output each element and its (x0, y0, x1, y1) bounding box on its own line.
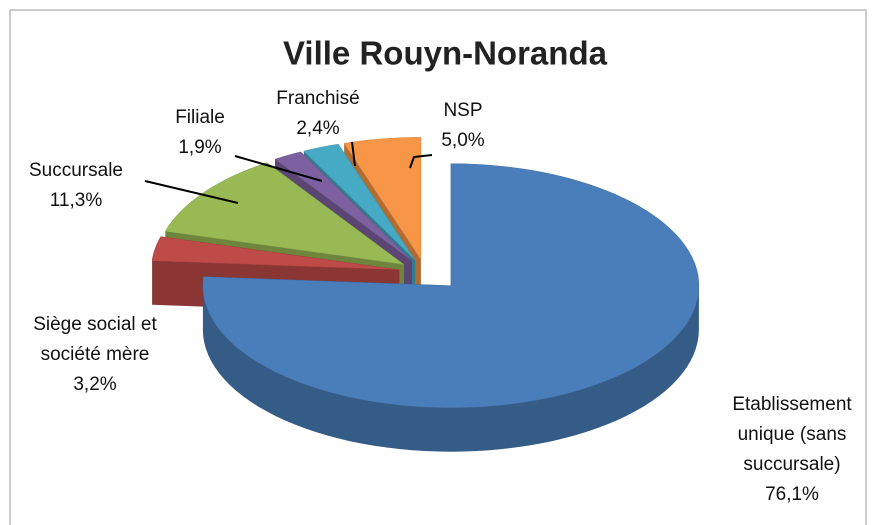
value-label: 2,4% (296, 118, 340, 139)
slice-label: Etablissement unique (sans succursale) 76… (707, 390, 876, 510)
value-label: 76,1% (765, 484, 819, 505)
slice (202, 163, 700, 408)
slice (274, 151, 413, 262)
category-label: Franchisé (276, 88, 360, 109)
category-label: Siège social et société mère (33, 314, 157, 365)
slice-side (202, 285, 699, 452)
leader-line (409, 154, 433, 169)
leader-line (144, 180, 239, 204)
category-label: Filiale (175, 107, 225, 128)
value-label: 1,9% (178, 137, 222, 158)
slice (164, 162, 405, 265)
value-label: 3,2% (73, 374, 117, 395)
category-label: Etablissement unique (sans succursale) (732, 394, 852, 475)
slice-label: Succursale 11,3% (11, 156, 141, 216)
slice (303, 143, 416, 261)
chart-title: Ville Rouyn-Noranda (283, 35, 608, 72)
leader-line (351, 141, 356, 167)
value-label: 11,3% (49, 190, 103, 211)
value-label: 5,0% (441, 130, 485, 151)
slice-label: NSP 5,0% (418, 96, 508, 156)
category-label: NSP (443, 100, 483, 121)
slice-label: Filiale 1,9% (150, 103, 250, 163)
pie (151, 137, 700, 452)
slice (151, 236, 400, 271)
slice-label: Franchisé 2,4% (263, 84, 373, 144)
slice-label: Siège social et société mère 3,2% (10, 310, 180, 400)
leader-line (234, 155, 323, 182)
category-label: Succursale (29, 160, 123, 181)
